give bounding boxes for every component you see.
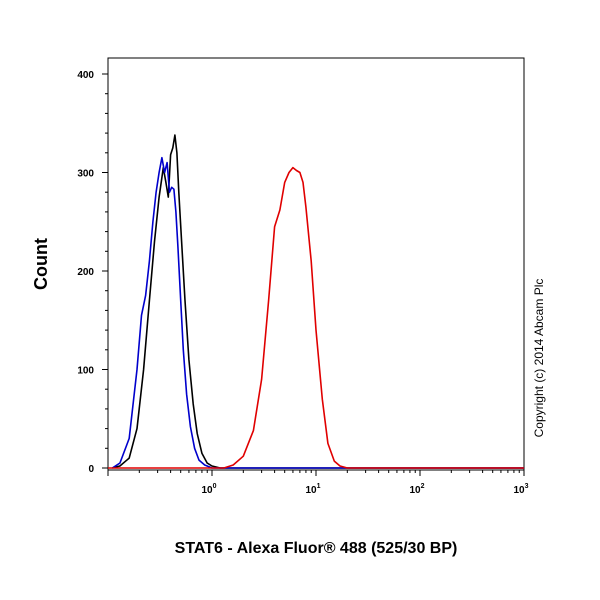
plot-frame	[107, 57, 525, 471]
x-tick-label: 102	[409, 483, 424, 496]
y-tick-label: 200	[77, 267, 94, 278]
series-2-line	[111, 156, 524, 469]
x-tick-label: 103	[513, 483, 528, 496]
series-layer	[108, 134, 524, 469]
x-tick-label: 101	[305, 483, 320, 496]
y-tick-label: 300	[77, 169, 94, 180]
y-tick-label: 100	[77, 366, 94, 377]
y-axis-title: Count	[31, 238, 51, 290]
series-3-line	[108, 166, 524, 469]
y-tick-label: 0	[88, 464, 94, 475]
x-tick-label: 100	[201, 483, 216, 496]
copyright-annotation: Copyright (c) 2014 Abcam Plc	[532, 279, 546, 438]
series-1-line	[112, 134, 524, 469]
y-tick-label: 400	[77, 70, 94, 81]
x-axis-ticks: 100 101 102 103	[107, 470, 529, 496]
x-axis-title: STAT6 - Alexa Fluor® 488 (525/30 BP)	[175, 540, 458, 557]
y-axis-ticks: 0 100 200 300 400	[77, 70, 108, 475]
